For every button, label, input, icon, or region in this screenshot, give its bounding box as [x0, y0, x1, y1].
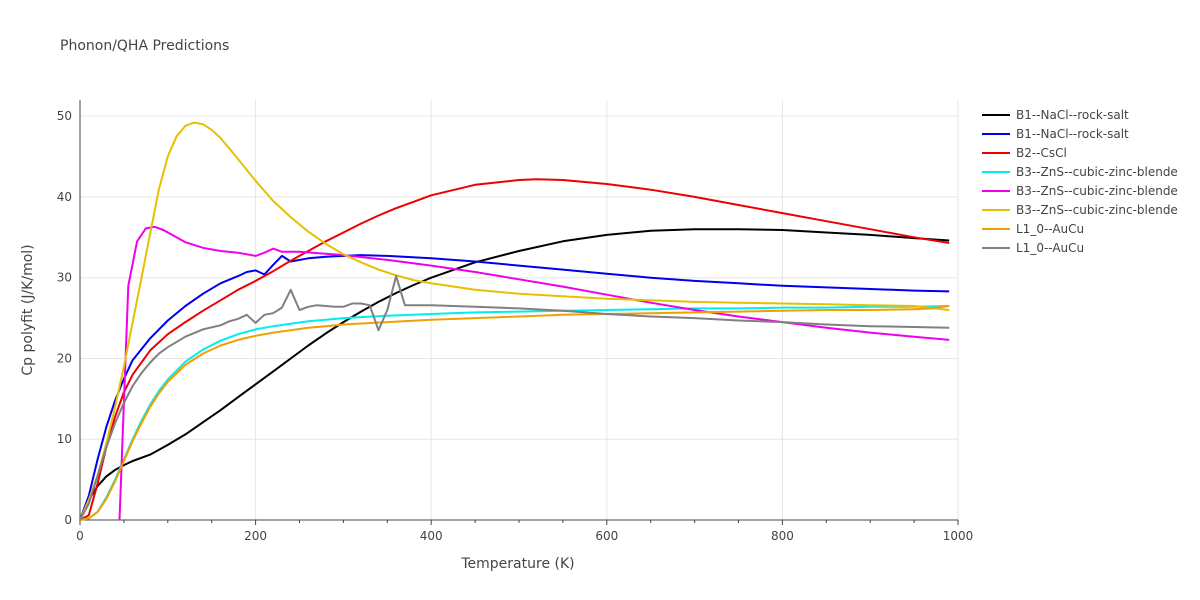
legend-label-2: B2--CsCl [1016, 146, 1067, 160]
x-axis-label: Temperature (K) [460, 556, 574, 572]
x-tick-label: 200 [244, 529, 267, 543]
grid [80, 100, 959, 520]
legend-label-0: B1--NaCl--rock-salt [1016, 108, 1129, 122]
series-line-6 [79, 305, 950, 521]
series-line-5 [79, 121, 950, 521]
legend-label-6: L1_0--AuCu [1016, 222, 1084, 236]
x-tick-label: 1000 [943, 529, 974, 543]
series-line-4 [118, 225, 950, 521]
y-tick-label: 10 [57, 432, 72, 446]
y-tick-label: 50 [57, 109, 72, 123]
tick-labels: 0 10 20 30 40 50 0 200 400 600 800 1000 [57, 109, 974, 543]
legend-label-1: B1--NaCl--rock-salt [1016, 127, 1129, 141]
chart-title: Phonon/QHA Predictions [60, 38, 229, 54]
x-tick-label: 0 [76, 529, 84, 543]
legend: B1--NaCl--rock-salt B1--NaCl--rock-salt B2… [982, 108, 1178, 255]
series-line-7 [79, 275, 950, 521]
legend-label-7: L1_0--AuCu [1016, 241, 1084, 255]
legend-label-5: B3--ZnS--cubic-zinc-blende [1016, 203, 1178, 217]
x-tick-label: 800 [771, 529, 794, 543]
y-tick-label: 30 [57, 271, 72, 285]
legend-label-3: B3--ZnS--cubic-zinc-blende [1016, 165, 1178, 179]
x-tick-label: 400 [420, 529, 443, 543]
y-tick-label: 20 [57, 351, 72, 365]
legend-label-4: B3--ZnS--cubic-zinc-blende [1016, 184, 1178, 198]
x-tick-label: 600 [595, 529, 618, 543]
y-tick-label: 0 [64, 513, 72, 527]
axes [79, 100, 959, 525]
y-tick-label: 40 [57, 190, 72, 204]
y-axis-label: Cp polyfit (J/K/mol) [20, 244, 36, 375]
series-line-2 [79, 178, 950, 521]
series-layer [79, 121, 950, 521]
series-line-0 [79, 228, 950, 521]
